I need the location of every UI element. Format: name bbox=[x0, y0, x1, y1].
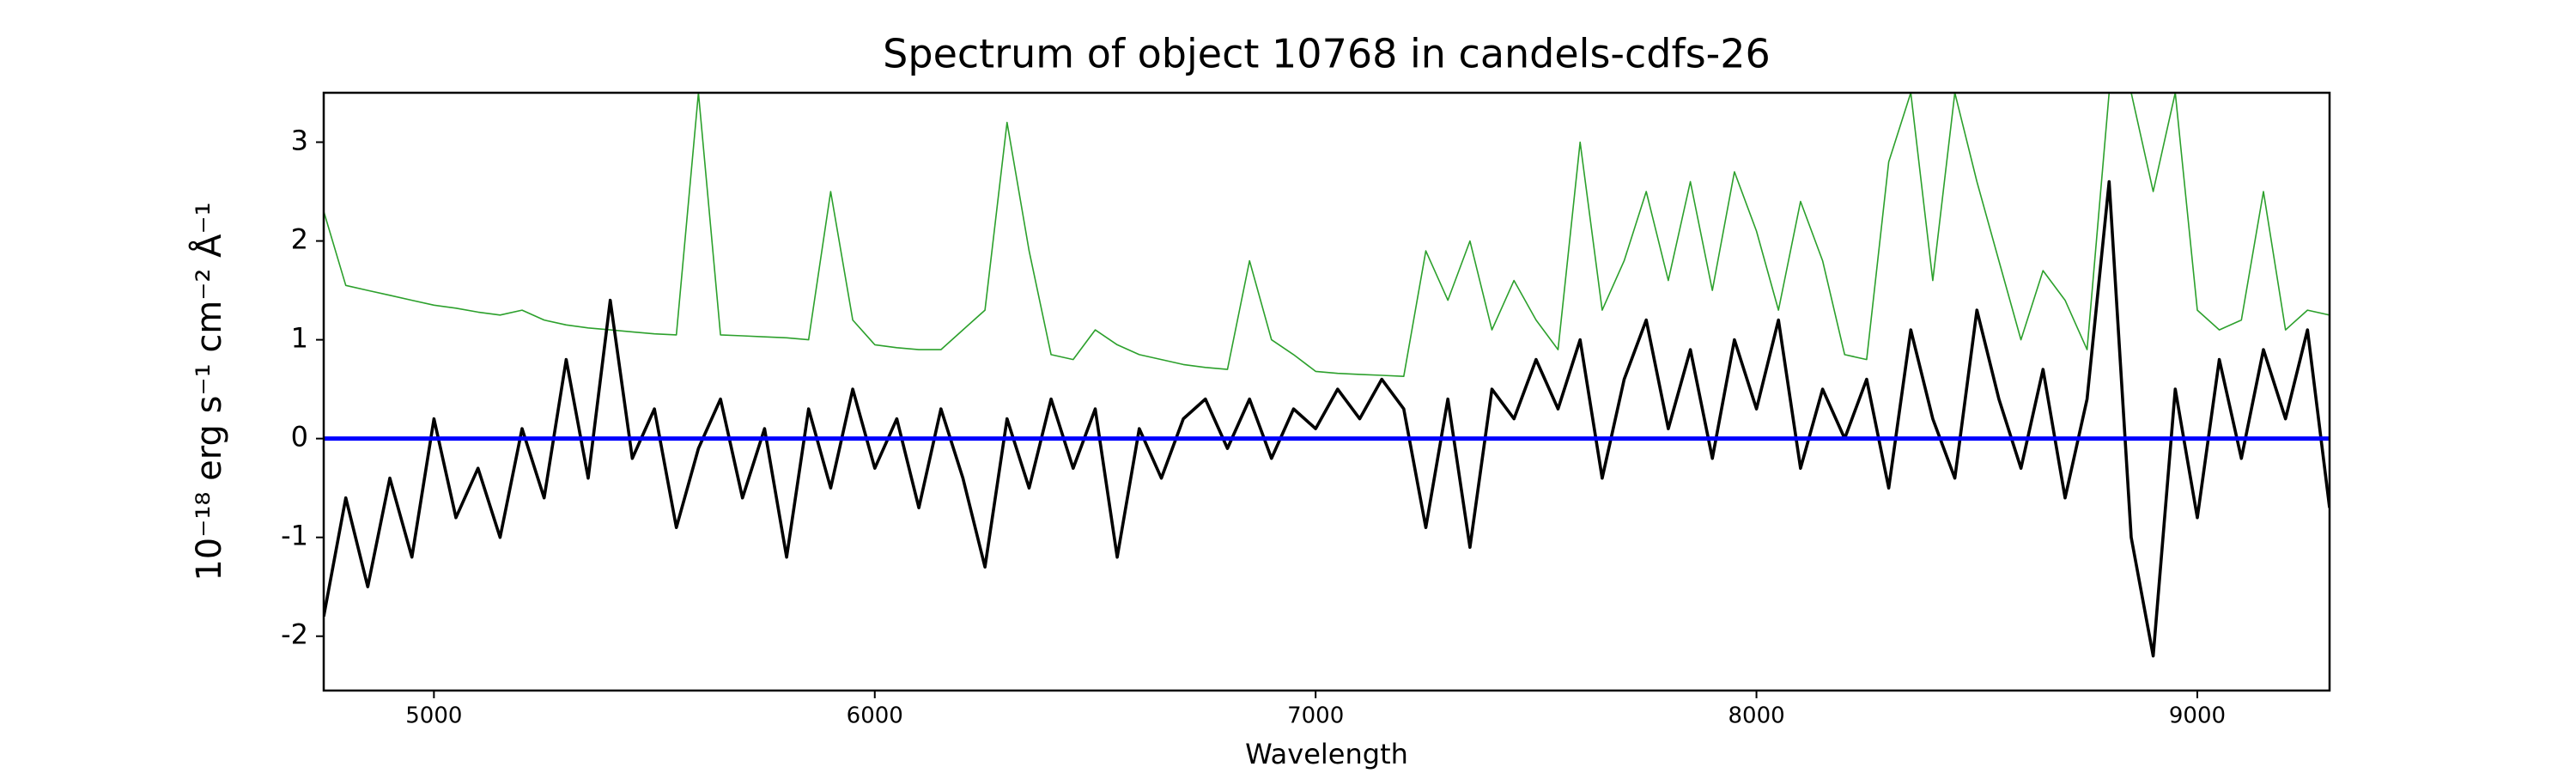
x-tick-label: 9000 bbox=[2169, 703, 2226, 729]
y-tick-label: 2 bbox=[291, 223, 308, 256]
x-tick-label: 8000 bbox=[1728, 703, 1784, 729]
plot-area bbox=[324, 93, 2330, 658]
x-tick-label: 7000 bbox=[1287, 703, 1344, 729]
y-tick-label: 1 bbox=[291, 322, 308, 355]
x-tick-label: 6000 bbox=[847, 703, 903, 729]
spectrum-line bbox=[324, 180, 2330, 658]
spectrum-line bbox=[324, 93, 2330, 378]
y-axis-label: 10⁻¹⁸ erg s⁻¹ cm⁻² Å⁻¹ bbox=[188, 202, 229, 581]
x-axis-label: Wavelength bbox=[1245, 738, 1408, 770]
x-tick-label: 5000 bbox=[405, 703, 462, 729]
chart-title: Spectrum of object 10768 in candels-cdfs… bbox=[883, 31, 1771, 77]
y-tick-label: -1 bbox=[281, 520, 308, 552]
y-tick-label: 0 bbox=[291, 421, 308, 453]
plot-frame bbox=[322, 91, 2331, 692]
y-tick-label: -2 bbox=[281, 618, 308, 651]
y-tick-label: 3 bbox=[291, 125, 308, 157]
